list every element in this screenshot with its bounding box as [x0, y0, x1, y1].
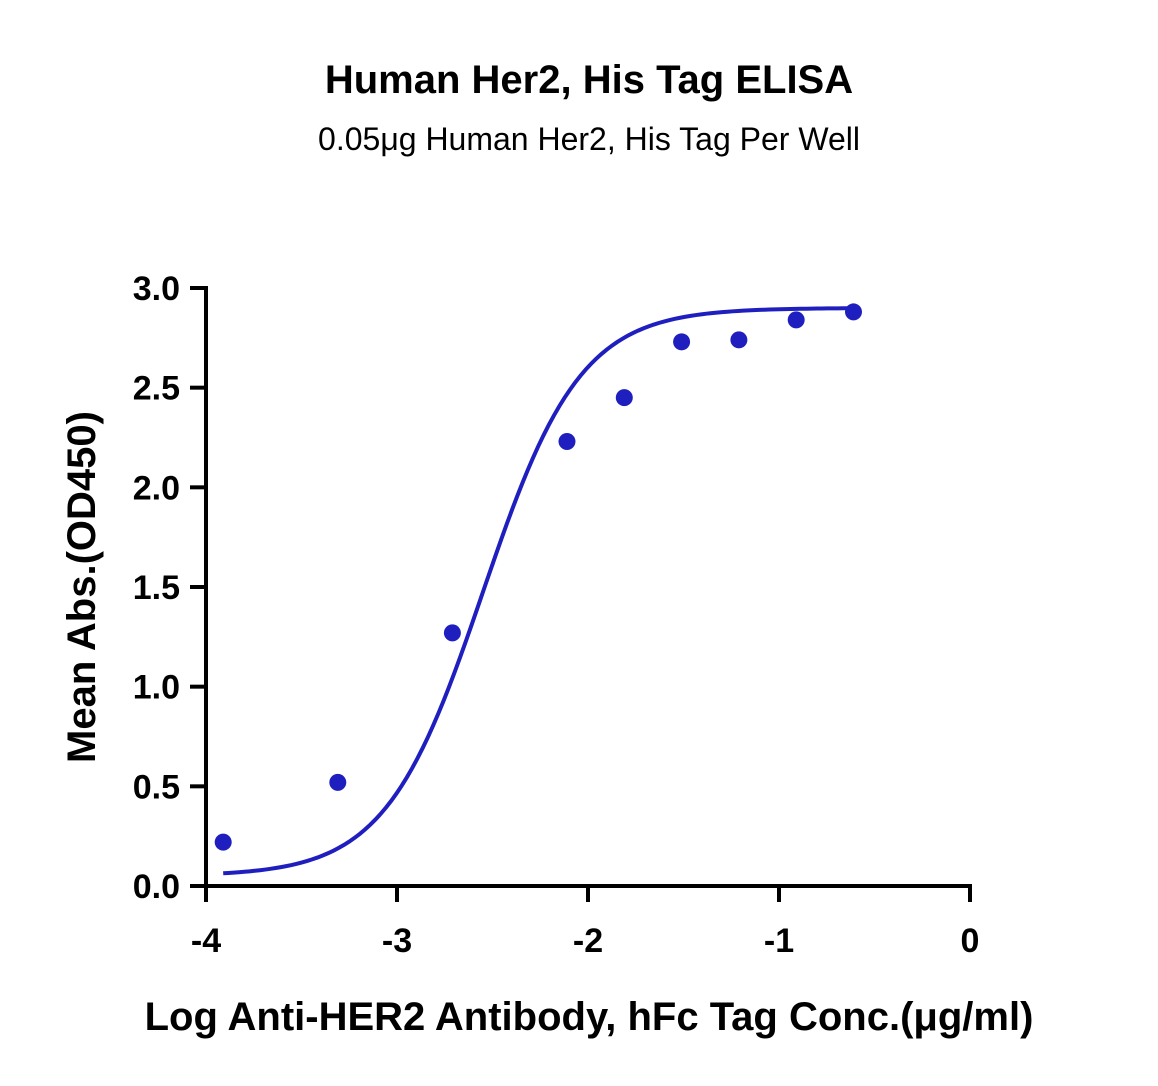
chart-title: Human Her2, His Tag ELISA	[325, 58, 853, 102]
x-tick-label: -4	[191, 922, 221, 960]
x-tick-label: -1	[764, 922, 794, 960]
x-tick-label: 0	[961, 922, 980, 960]
data-point	[730, 331, 748, 349]
ticks: -4 -3 -2 -1 0 0.0 0.5 1.0 1.5 2.0 2.5 3.0	[133, 270, 980, 960]
x-tick-label: -3	[382, 922, 412, 960]
y-tick-label: 1.0	[133, 669, 180, 707]
x-axis-label: Log Anti-HER2 Antibody, hFc Tag Conc.(μg…	[145, 995, 1034, 1039]
y-tick-label: 0.0	[133, 868, 180, 906]
data-points	[214, 303, 862, 851]
data-point	[615, 389, 633, 407]
data-point	[443, 624, 461, 642]
data-point	[844, 303, 862, 321]
y-tick-label: 0.5	[133, 768, 180, 806]
fit-curve	[223, 306, 854, 876]
y-tick-label: 2.5	[133, 370, 180, 408]
y-tick-label: 3.0	[133, 270, 180, 308]
x-tick-label: -2	[573, 922, 603, 960]
axes	[204, 286, 972, 888]
data-point	[673, 333, 691, 351]
data-point	[329, 773, 347, 791]
y-tick-label: 2.0	[133, 469, 180, 507]
chart-subtitle: 0.05μg Human Her2, His Tag Per Well	[318, 121, 860, 157]
data-point	[214, 833, 232, 851]
data-point	[558, 432, 576, 450]
y-tick-label: 1.5	[133, 569, 180, 607]
fit-curve-group	[223, 306, 854, 876]
y-axis-label: Mean Abs.(OD450)	[60, 411, 104, 763]
data-point	[787, 311, 805, 329]
